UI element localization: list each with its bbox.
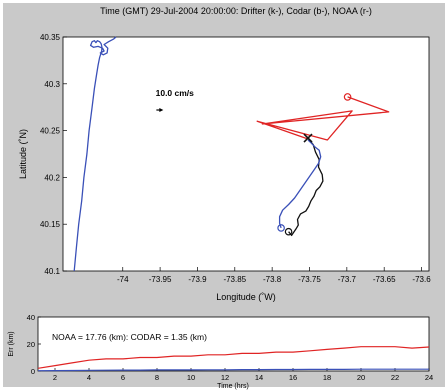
err-x-tick-label: 8 bbox=[155, 373, 159, 382]
err-x-tick-label: 18 bbox=[323, 373, 331, 382]
err-x-tick-label: 4 bbox=[87, 373, 91, 382]
main-series-group bbox=[73, 36, 390, 272]
main-y-tick-label: 40.25 bbox=[40, 127, 61, 136]
main-x-tick-label: -73.85 bbox=[223, 275, 246, 284]
scale-annotation: 10.0 cm/s bbox=[156, 88, 195, 98]
main-x-tick-label: -73.9 bbox=[188, 275, 207, 284]
err-y-axis-label: Err (km) bbox=[8, 331, 15, 356]
codar-end-marker bbox=[277, 224, 285, 232]
main-x-tick-label: -73.65 bbox=[373, 275, 396, 284]
err-y-tick-label: 20 bbox=[27, 340, 35, 349]
main-x-tick-label: -74 bbox=[117, 275, 129, 284]
main-y-axis: 40.1 40.15 40.2 40.25 40.3 40.35 bbox=[40, 33, 67, 276]
err-y-tick-label: 40 bbox=[27, 313, 35, 322]
scale-arrowhead bbox=[159, 108, 164, 113]
err-x-tick-label: 24 bbox=[425, 373, 433, 382]
err-x-tick-label: 20 bbox=[357, 373, 365, 382]
err-x-axis-label: Time (hrs) bbox=[217, 383, 249, 390]
err-x-tick-label: 10 bbox=[187, 373, 195, 382]
chart-title: Time (GMT) 29-Jul-2004 20:00:00: Drifter… bbox=[100, 6, 372, 16]
err-x-tick-label: 12 bbox=[221, 373, 229, 382]
main-x-tick-label: -73.95 bbox=[149, 275, 172, 284]
main-y-tick-label: 40.1 bbox=[44, 267, 60, 276]
main-y-tick-label: 40.2 bbox=[44, 173, 60, 182]
y-axis-label: Latitude (˚N) bbox=[18, 129, 28, 179]
main-y-tick-label: 40.15 bbox=[40, 220, 61, 229]
main-x-tick-label: -73.8 bbox=[263, 275, 282, 284]
main-x-axis: -74 -73.95 -73.9 -73.85 -73.8 -73.75 -73.7 -73.… bbox=[117, 267, 431, 284]
codar-track bbox=[278, 139, 322, 229]
err-annotation: NOAA = 17.76 (km): CODAR = 1.35 (km) bbox=[52, 332, 207, 342]
err-x-tick-label: 2 bbox=[53, 373, 57, 382]
err-x-tick-label: 16 bbox=[289, 373, 297, 382]
err-x-tick-label: 6 bbox=[121, 373, 125, 382]
main-x-tick-label: -73.6 bbox=[412, 275, 431, 284]
main-y-tick-label: 40.35 bbox=[40, 33, 61, 42]
coastline-track bbox=[73, 36, 117, 272]
map-plot-area bbox=[62, 36, 430, 272]
drifter-end-marker bbox=[284, 227, 293, 236]
x-axis-label: Longitude (˚W) bbox=[216, 292, 276, 302]
main-y-tick-label: 40.3 bbox=[44, 80, 60, 89]
start-x-marker bbox=[303, 133, 313, 143]
codar-error-line bbox=[37, 368, 429, 372]
err-x-tick-label: 22 bbox=[391, 373, 399, 382]
err-y-tick-label: 0 bbox=[31, 367, 35, 376]
err-series-group bbox=[37, 346, 430, 372]
main-x-tick-label: -73.7 bbox=[338, 275, 357, 284]
err-plot-area bbox=[37, 316, 430, 372]
noaa-error-line bbox=[37, 346, 430, 369]
main-x-tick-label: -73.75 bbox=[298, 275, 321, 284]
noaa-end-marker bbox=[343, 93, 352, 101]
err-x-tick-label: 14 bbox=[255, 373, 263, 382]
noaa-track bbox=[256, 96, 390, 141]
